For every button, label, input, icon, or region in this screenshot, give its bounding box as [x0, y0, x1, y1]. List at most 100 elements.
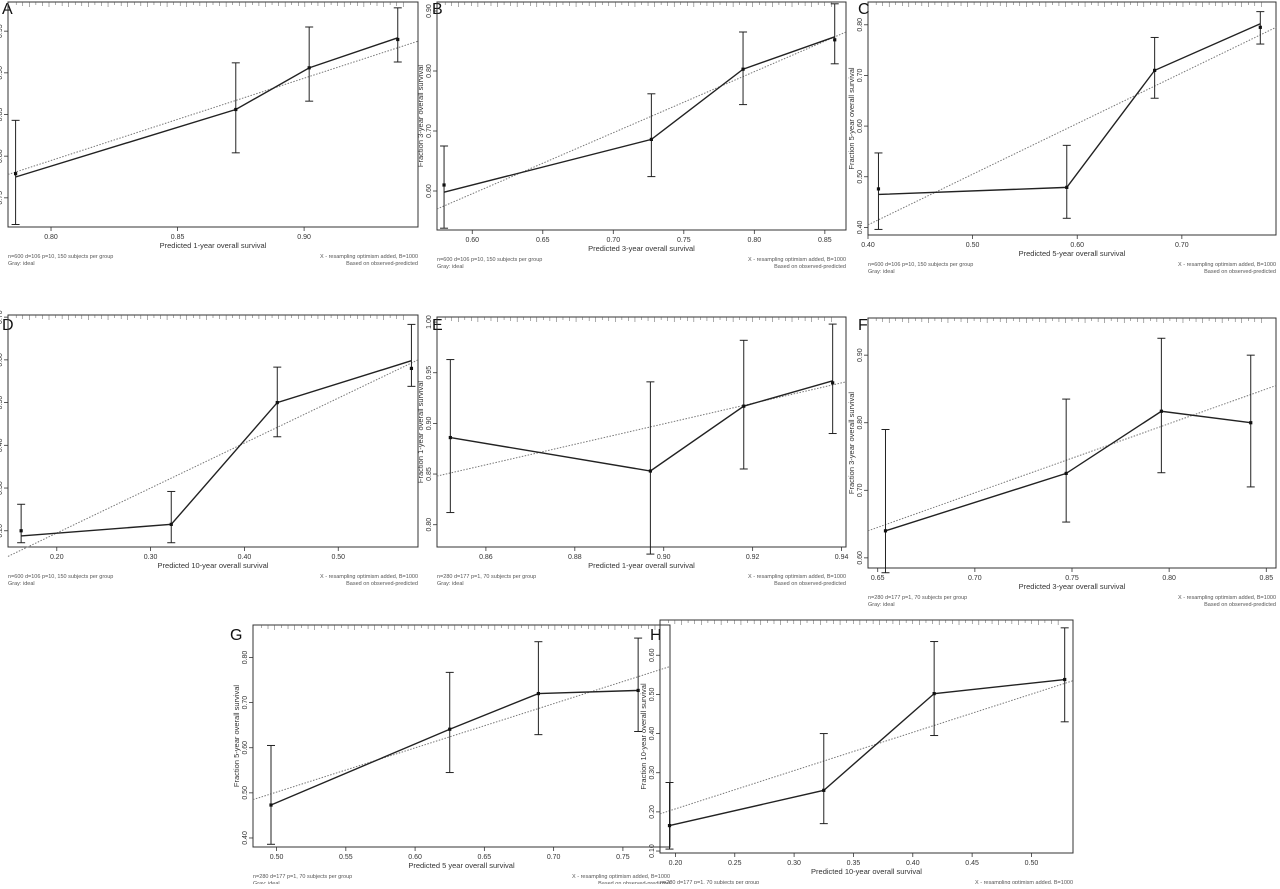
- y-tick-label: 0.90: [857, 348, 864, 362]
- panel-letter: C: [858, 1, 870, 18]
- panel-letter: F: [858, 317, 868, 334]
- footer-note-right: X - resampling optimism added, B=1000: [1178, 262, 1276, 268]
- x-tick-label: 0.90: [297, 234, 311, 241]
- y-tick-label: 0.70: [857, 483, 864, 497]
- data-point: [833, 38, 837, 42]
- footer-note-right: Based on observed-predicted: [346, 581, 418, 587]
- error-bar: [305, 26, 314, 102]
- error-bar: [1062, 398, 1071, 523]
- x-tick-label: 0.86: [479, 554, 493, 561]
- data-point: [234, 107, 238, 112]
- footer-note-right: Based on observed-predicted: [774, 264, 846, 270]
- footer-note-right: X - resampling optimism added, B=1000: [1178, 595, 1276, 601]
- error-bar: [267, 744, 276, 845]
- error-bar: [665, 782, 674, 850]
- panel-H: H 0.20 0.25 0.30 0.35 0.40 0.45 0.50 0.10 0.20 0.3…: [639, 619, 1074, 889]
- y-tick-label: 0.70: [857, 69, 864, 83]
- footer-note-right: X - resampling optimism added, B=1000: [320, 574, 418, 580]
- error-bar: [17, 503, 26, 544]
- footer-note-right: X - resampling optimism added, B=1000: [572, 874, 670, 880]
- x-tick-label: 0.35: [847, 860, 861, 867]
- data-point: [1258, 25, 1262, 29]
- ideal-line: [252, 666, 671, 801]
- data-point: [1159, 409, 1163, 413]
- error-bar: [1062, 144, 1071, 219]
- data-point: [1249, 421, 1253, 425]
- x-tick-label: 0.80: [1162, 575, 1176, 582]
- ideal-line: [7, 40, 419, 175]
- x-tick-label: 0.55: [339, 854, 353, 861]
- x-axis-label: Predicted 5-year overall survival: [1019, 249, 1126, 258]
- data-point: [1065, 185, 1069, 189]
- x-tick-label: 0.30: [144, 554, 158, 561]
- error-bar: [1060, 627, 1069, 723]
- footer-note-right: X - resampling optimism added, B=1000: [748, 257, 846, 263]
- error-bar: [231, 62, 240, 154]
- y-axis-label: Fraction 1-year overall survival: [416, 381, 425, 483]
- y-tick-label: 0.60: [426, 184, 433, 198]
- x-tick-label: 0.50: [331, 554, 345, 561]
- observed-line: [21, 360, 412, 537]
- y-tick-label: 0.90: [426, 416, 433, 430]
- x-tick-label: 0.40: [238, 554, 252, 561]
- y-tick-label: 0.80: [857, 18, 864, 32]
- x-tick-label: 0.70: [606, 237, 620, 244]
- footer-note-left: n=280 d=177 p=1, 70 subjects per group: [253, 874, 352, 880]
- footer-note-left: n=600 d=106 p=10, 150 subjects per group: [868, 262, 973, 268]
- error-bar: [1246, 354, 1255, 488]
- x-tick-label: 0.90: [657, 554, 671, 561]
- footer-note-right: Based on observed-predicted: [774, 581, 846, 587]
- panel-D: D0.20 0.30 0.40 0.500.200.300.400.500.600.7…: [0, 310, 419, 587]
- x-axis-label: Predicted 1-year overall survival: [160, 241, 267, 250]
- data-point: [1063, 677, 1067, 682]
- error-bar: [167, 490, 176, 544]
- y-tick-label: 0.50: [242, 786, 249, 800]
- y-axis-label: Fraction 10-year overall survival: [639, 683, 648, 790]
- error-bar: [647, 93, 656, 178]
- footer-note-left: Gray: ideal: [437, 264, 464, 270]
- y-tick-label: 0.40: [0, 438, 4, 452]
- data-point: [536, 691, 540, 696]
- footer-note-left: Gray: ideal: [8, 261, 35, 267]
- footer-note-left: Gray: ideal: [8, 581, 35, 587]
- error-bar: [634, 637, 643, 732]
- x-tick-label: 0.45: [965, 860, 979, 867]
- y-tick-label: 0.90: [426, 4, 433, 18]
- y-tick-label: 0.80: [426, 518, 433, 532]
- data-point: [409, 366, 414, 371]
- error-bar: [407, 323, 416, 387]
- y-tick-label: 0.40: [649, 727, 656, 741]
- x-tick-label: 0.60: [408, 854, 422, 861]
- x-tick-label: 0.85: [171, 234, 185, 241]
- data-point: [1153, 68, 1157, 72]
- data-point: [741, 67, 745, 71]
- plot-frame: [436, 1, 847, 231]
- y-tick-label: 1.00: [426, 315, 433, 329]
- y-tick-label: 0.80: [242, 651, 249, 665]
- observed-line: [270, 689, 639, 806]
- y-axis-label: Fraction 3-year overall survival: [847, 392, 856, 494]
- data-point: [307, 66, 311, 70]
- y-tick-label: 0.75: [0, 191, 4, 205]
- footer-note-right: X - resampling optimism added, B=1000: [320, 254, 418, 260]
- data-point: [448, 727, 452, 731]
- x-tick-label: 0.88: [568, 554, 582, 561]
- plot-frame: [659, 619, 1074, 854]
- data-point: [876, 187, 881, 191]
- observed-line: [885, 410, 1251, 532]
- x-tick-label: 0.60: [1070, 242, 1084, 249]
- error-bar: [1150, 36, 1159, 99]
- x-axis-label: Predicted 10-year overall survival: [158, 561, 269, 570]
- data-point: [448, 435, 452, 440]
- footer-note-left: n=600 d=106 p=10, 150 subjects per group: [8, 254, 113, 260]
- x-tick-label: 0.80: [44, 234, 58, 241]
- data-point: [822, 788, 826, 792]
- y-tick-label: 0.70: [242, 696, 249, 710]
- y-tick-label: 0.95: [426, 366, 433, 380]
- x-tick-label: 0.25: [728, 860, 742, 867]
- observed-line: [443, 36, 835, 193]
- y-tick-label: 0.50: [649, 687, 656, 701]
- y-tick-label: 0.60: [857, 119, 864, 133]
- data-point: [13, 172, 18, 176]
